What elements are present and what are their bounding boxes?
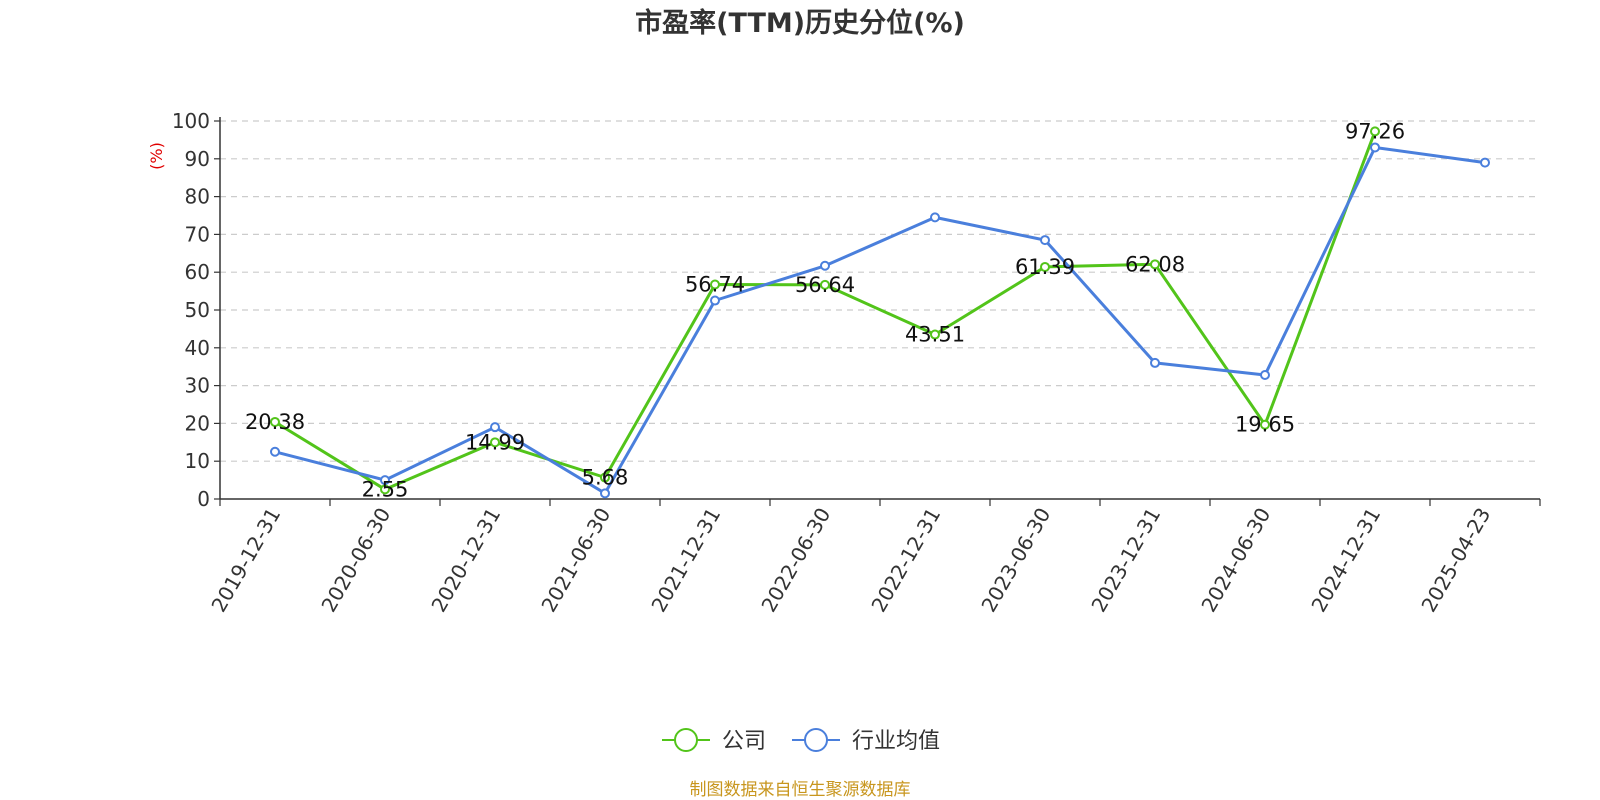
y-axis-label: (%)	[147, 142, 166, 170]
data-label: 5.68	[582, 466, 629, 490]
series-layer	[270, 126, 1490, 499]
data-point[interactable]	[490, 437, 500, 448]
data-point[interactable]	[270, 416, 280, 427]
chart-title: 市盈率(TTM)历史分位(%)	[635, 7, 965, 39]
legend[interactable]: 公司 行业均值	[662, 728, 940, 754]
data-point[interactable]	[490, 422, 500, 433]
y-tick-label: 70	[185, 222, 210, 246]
series-行业均值	[270, 142, 1490, 499]
data-label: 56.64	[795, 273, 855, 297]
data-point[interactable]	[710, 279, 720, 290]
x-tick-label: 2020-12-31	[426, 504, 505, 617]
data-point[interactable]	[600, 488, 610, 499]
data-label: 61.39	[1015, 255, 1075, 279]
data-labels: 20.38 2.55 14.99 5.68 56.74 56.64 43.51 61.39 62…	[245, 119, 1405, 501]
data-point[interactable]	[380, 484, 390, 495]
x-axis: 2019-12-31 2020-06-30 2020-12-31 2021-06-30…	[206, 498, 1541, 617]
y-tick-label: 40	[185, 336, 210, 360]
data-point[interactable]	[1040, 235, 1050, 246]
data-point[interactable]	[1150, 259, 1160, 270]
data-point[interactable]	[1260, 370, 1270, 381]
x-tick-label: 2021-12-31	[646, 504, 725, 617]
y-tick-label: 30	[185, 374, 210, 398]
x-tick-label: 2021-06-30	[536, 504, 615, 617]
y-tick-label: 80	[185, 185, 210, 209]
y-tick-label: 100	[172, 109, 210, 133]
x-tick-label: 2024-12-31	[1306, 504, 1385, 617]
x-tick-label: 2024-06-30	[1196, 504, 1275, 617]
legend-item[interactable]: 公司	[662, 728, 766, 754]
data-point[interactable]	[1260, 419, 1270, 430]
data-label: 2.55	[362, 477, 409, 501]
x-tick-label: 2022-12-31	[866, 504, 945, 617]
data-point[interactable]	[930, 329, 940, 340]
series-公司	[270, 126, 1380, 495]
x-tick-label: 2022-06-30	[756, 504, 835, 617]
x-tick-label: 2019-12-31	[206, 504, 285, 617]
y-tick-label: 10	[185, 449, 210, 473]
legend-label: 行业均值	[852, 729, 940, 754]
data-point[interactable]	[1480, 157, 1490, 168]
data-point[interactable]	[710, 295, 720, 306]
data-point[interactable]	[930, 212, 940, 223]
data-label: 56.74	[685, 273, 745, 297]
y-tick-label: 50	[185, 298, 210, 322]
data-label: 62.08	[1125, 252, 1185, 276]
data-point[interactable]	[1040, 261, 1050, 272]
data-label: 97.26	[1345, 119, 1405, 143]
x-tick-label: 2025-04-23	[1416, 504, 1495, 617]
data-point[interactable]	[1370, 126, 1380, 137]
source-note: 制图数据来自恒生聚源数据库	[690, 780, 911, 800]
data-label: 14.99	[465, 430, 525, 454]
data-label: 19.65	[1235, 413, 1295, 437]
data-point[interactable]	[600, 472, 610, 483]
data-point[interactable]	[270, 446, 280, 457]
y-tick-label: 90	[185, 147, 210, 171]
data-point[interactable]	[380, 475, 390, 486]
data-point[interactable]	[1150, 357, 1160, 368]
legend-marker	[674, 728, 698, 752]
y-tick-label: 20	[185, 411, 210, 435]
data-point[interactable]	[820, 260, 830, 271]
data-label: 43.51	[905, 323, 965, 347]
data-label: 20.38	[245, 410, 305, 434]
data-point[interactable]	[820, 279, 830, 290]
legend-label: 公司	[722, 729, 766, 754]
y-tick-label: 60	[185, 260, 210, 284]
y-axis: 0 10 20 30 40 50 60 70 80 90 100	[172, 109, 221, 511]
data-point[interactable]	[1370, 142, 1380, 153]
series-line	[274, 146, 1486, 495]
x-tick-label: 2020-06-30	[316, 504, 395, 617]
grid-lines	[220, 120, 1540, 462]
legend-item[interactable]: 行业均值	[792, 728, 940, 754]
x-tick-label: 2023-12-31	[1086, 504, 1165, 617]
y-tick-label: 0	[197, 487, 210, 511]
legend-marker	[804, 728, 828, 752]
x-tick-label: 2023-06-30	[976, 504, 1055, 617]
